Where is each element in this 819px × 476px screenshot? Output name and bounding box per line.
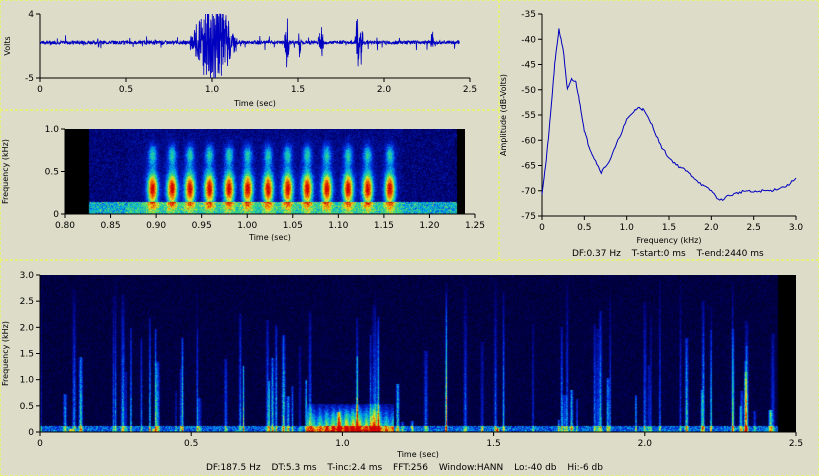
y-tick-label: -45 bbox=[521, 61, 536, 71]
spec-window: Window:HANN bbox=[438, 463, 504, 473]
x-tick-label: 1.00 bbox=[237, 221, 257, 231]
y-tick-label: -5 bbox=[25, 74, 34, 84]
zoom-spectrogram-plot bbox=[65, 129, 465, 214]
y-tick-label: -75 bbox=[521, 212, 536, 222]
y-tick-label: 0 bbox=[28, 428, 34, 438]
y-tick-label: 3.0 bbox=[20, 271, 35, 281]
x-tick-label: 1.5 bbox=[486, 439, 500, 449]
waveform-panel bbox=[0, 0, 500, 110]
zoom-spectrogram-axes: 0.80 0.85 0.90 0.95 1.00 1.05 1.10 1.15 1.20 1.25… bbox=[1, 125, 485, 242]
x-tick-label: 1.05 bbox=[283, 221, 303, 231]
y-tick-label: -40 bbox=[521, 35, 536, 45]
x-tick-label: 0.85 bbox=[101, 221, 121, 231]
x-axis-label: Time (sec) bbox=[248, 233, 291, 242]
spectrum-chart: 0 0.5 1.0 1.5 2.0 2.5 3.0 -35 -40 -45 -50 -55 -60 -65… bbox=[499, 10, 804, 245]
waveform-chart: 0 0.5 1.0 1.5 2.0 2.5 4 -5 Time (sec) Volts bbox=[3, 10, 477, 108]
spec-lo: Lo:-40 db bbox=[514, 463, 557, 473]
x-tick-label: 0 bbox=[539, 223, 545, 233]
y-tick-label: 0 bbox=[53, 210, 59, 220]
x-tick-label: 3.0 bbox=[789, 223, 804, 233]
y-tick-label: 0.5 bbox=[45, 168, 59, 178]
y-tick-label: 0.5 bbox=[20, 402, 34, 412]
x-tick-label: 1.5 bbox=[291, 85, 305, 95]
x-tick-label: 0.80 bbox=[55, 221, 75, 231]
y-tick-label: 1.0 bbox=[45, 125, 60, 135]
y-tick-label: -35 bbox=[521, 10, 536, 20]
full-spectrogram-heatmap bbox=[40, 275, 796, 432]
y-axis-label: Frequency (kHz) bbox=[1, 139, 10, 204]
x-tick-label: 0 bbox=[37, 85, 43, 95]
x-tick-label: 1.15 bbox=[374, 221, 394, 231]
x-tick-label: 0 bbox=[37, 439, 43, 449]
spec-hi: Hi:-6 db bbox=[567, 463, 603, 473]
x-tick-label: 1.25 bbox=[465, 221, 485, 231]
y-tick-label: 2.0 bbox=[20, 323, 35, 333]
x-axis-label: Time (sec) bbox=[233, 99, 276, 108]
spectrum-df: DF:0.37 Hz bbox=[572, 249, 621, 259]
waveform-trace bbox=[39, 13, 460, 79]
x-tick-label: 0.5 bbox=[577, 223, 591, 233]
spectrogram-footer: DF:187.5 Hz DT:5.3 ms T-inc:2.4 ms FFT:2… bbox=[206, 463, 611, 473]
x-tick-label: 2.5 bbox=[789, 439, 803, 449]
y-tick-label: -50 bbox=[521, 86, 536, 96]
x-tick-label: 0.5 bbox=[119, 85, 133, 95]
x-tick-label: 2.5 bbox=[747, 223, 761, 233]
x-tick-label: 1.0 bbox=[205, 85, 220, 95]
y-axis-label: Frequency (kHz) bbox=[1, 321, 10, 386]
y-axis-label: Volts bbox=[3, 36, 12, 55]
y-tick-label: -70 bbox=[521, 187, 536, 197]
x-tick-label: 2.0 bbox=[377, 85, 392, 95]
x-tick-label: 2.5 bbox=[463, 85, 477, 95]
zoom-spectrogram-panel bbox=[0, 110, 500, 260]
y-tick-label: -55 bbox=[521, 111, 536, 121]
x-tick-label: 0.90 bbox=[146, 221, 166, 231]
spectrum-trace bbox=[541, 28, 797, 201]
spec-fft: FFT:256 bbox=[393, 463, 428, 473]
full-spectrogram-plot bbox=[40, 275, 796, 432]
x-tick-label: 1.0 bbox=[335, 439, 350, 449]
x-tick-label: 0.95 bbox=[192, 221, 212, 231]
y-tick-label: 4 bbox=[28, 10, 34, 20]
zoom-spectrogram-heatmap bbox=[65, 129, 465, 214]
x-tick-label: 0.5 bbox=[184, 439, 198, 449]
y-axis-label: Amplitude (dB-Volts) bbox=[499, 74, 508, 156]
spec-tinc: T-inc:2.4 ms bbox=[327, 463, 383, 473]
spec-df: DF:187.5 Hz bbox=[206, 463, 261, 473]
x-tick-label: 2.0 bbox=[704, 223, 719, 233]
y-tick-label: -60 bbox=[521, 136, 536, 146]
x-tick-label: 1.20 bbox=[419, 221, 439, 231]
spectrum-tend: T-end:2440 ms bbox=[696, 249, 764, 259]
x-tick-label: 1.0 bbox=[620, 223, 635, 233]
y-tick-label: -65 bbox=[521, 162, 536, 172]
x-tick-label: 2.0 bbox=[638, 439, 653, 449]
y-tick-label: 2.5 bbox=[20, 297, 34, 307]
spectrum-tstart: T-start:0 ms bbox=[631, 249, 686, 259]
y-tick-label: 1.0 bbox=[20, 376, 35, 386]
x-axis-label: Frequency (kHz) bbox=[637, 236, 702, 245]
spectrum-footer: DF:0.37 Hz T-start:0 ms T-end:2440 ms bbox=[572, 249, 772, 259]
y-tick-label: 1.5 bbox=[20, 350, 34, 360]
x-axis-label: Time (sec) bbox=[396, 450, 439, 459]
x-tick-label: 1.10 bbox=[328, 221, 348, 231]
full-spectrogram-axes: 0 0.5 1.0 1.5 2.0 2.5 0 0.5 1.0 1.5 2.0 2.5 3.0 Time … bbox=[1, 271, 803, 459]
x-tick-label: 1.5 bbox=[662, 223, 676, 233]
spec-dt: DT:5.3 ms bbox=[271, 463, 317, 473]
